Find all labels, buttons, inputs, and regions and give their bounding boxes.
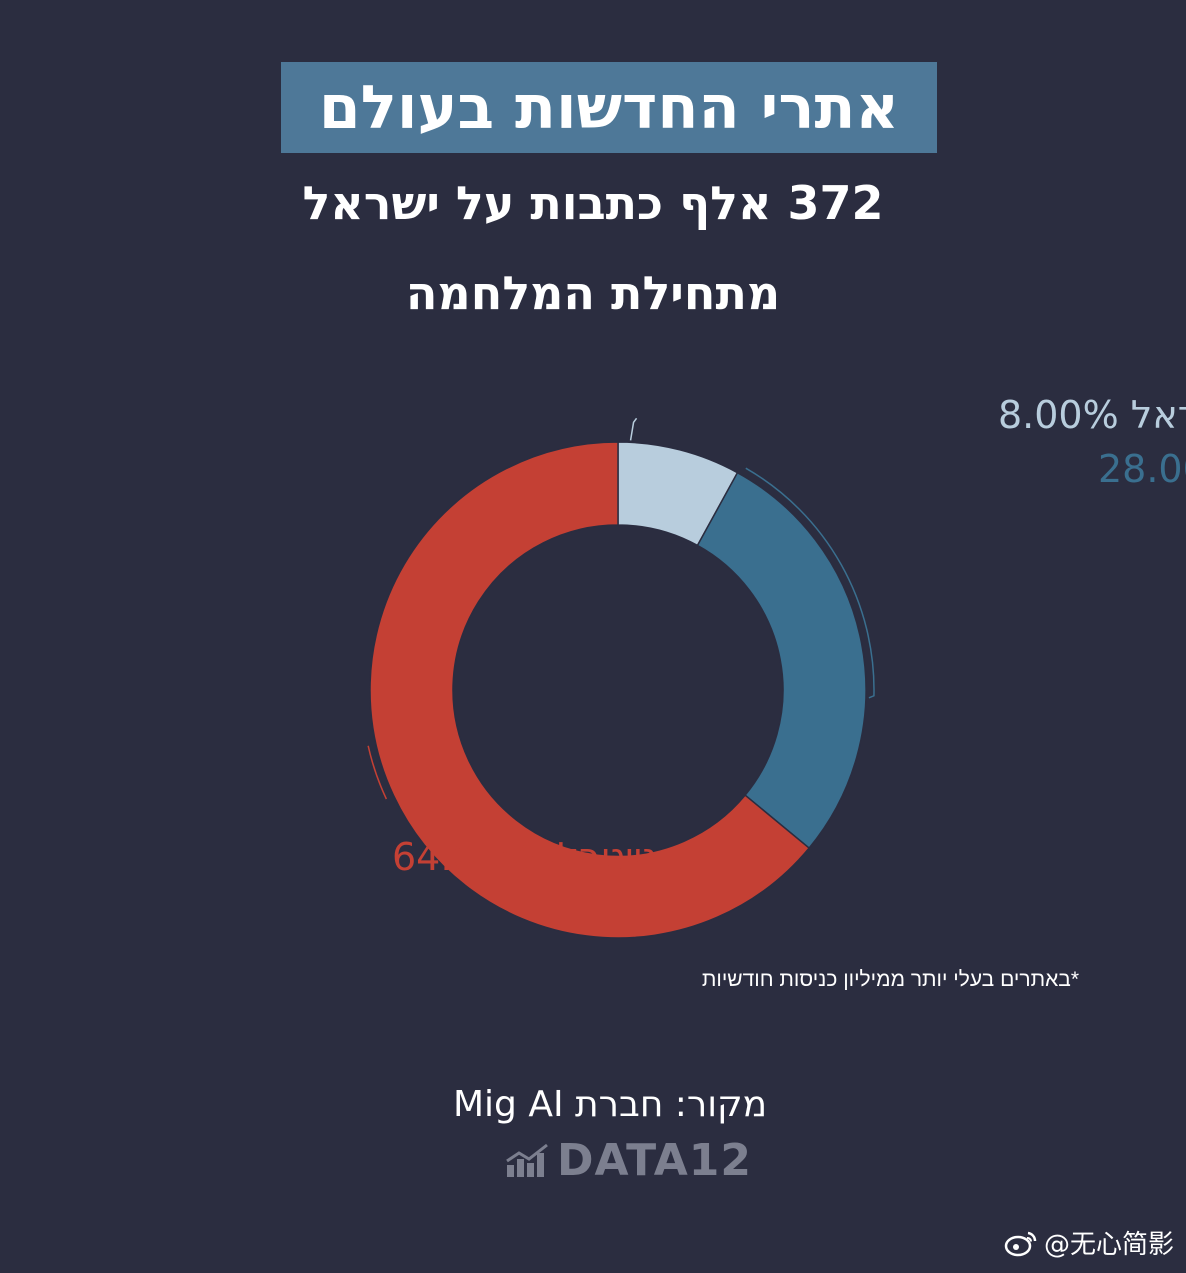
leader-line-1 bbox=[745, 467, 875, 699]
slice-label-2: נייטרלי 64.00% bbox=[392, 835, 657, 879]
title-banner: אתרי החדשות בעולם bbox=[281, 62, 937, 153]
brand-name: DATA12 bbox=[557, 1135, 753, 1186]
donut-slice-1 bbox=[696, 471, 867, 850]
source-credit: מקור: חברת Mig AI bbox=[452, 1084, 768, 1125]
subtitle-line-1: 372 אלף כתבות על ישראל bbox=[302, 176, 884, 230]
subtitle-line-2: מתחילת המלחמה bbox=[405, 266, 781, 320]
watermark-text: @无心简影 bbox=[1043, 1230, 1174, 1260]
weibo-icon bbox=[1004, 1231, 1037, 1256]
slice-label-1: נגד ישראל 28.00% bbox=[1098, 447, 1186, 491]
slice-label-0: בעד ישראל 8.00% bbox=[998, 393, 1186, 437]
footnote: *באתרים בעלי יותר ממיליון כניסות חודשיות bbox=[701, 968, 1079, 991]
bar-chart-logo-icon bbox=[506, 1143, 548, 1177]
brand-logo: DATA12 bbox=[505, 1136, 752, 1186]
leader-line-0 bbox=[629, 417, 638, 441]
page-title: אתרי החדשות בעולם bbox=[318, 72, 900, 143]
watermark: @无心简影 bbox=[1004, 1224, 1174, 1261]
leader-line-2 bbox=[367, 745, 388, 800]
donut-slice-2 bbox=[369, 441, 811, 939]
